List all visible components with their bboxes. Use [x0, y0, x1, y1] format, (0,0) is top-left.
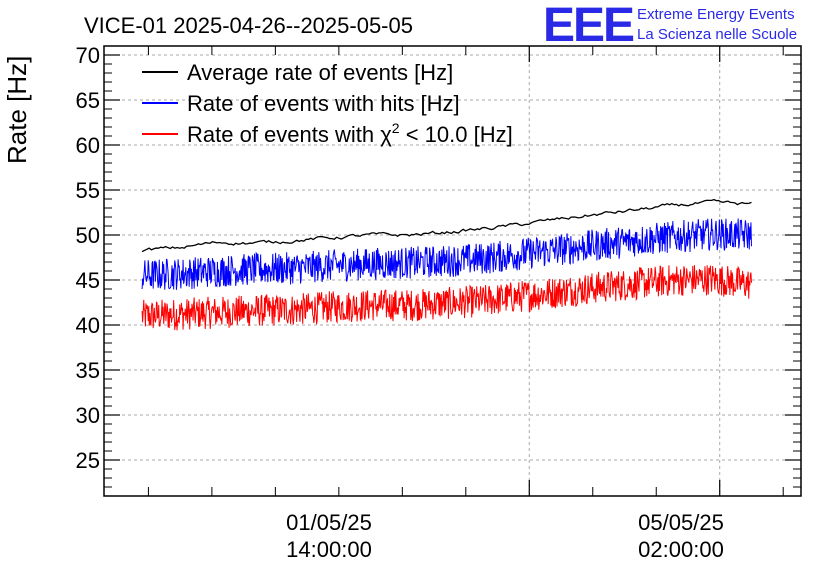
- x-tick-label-0-date: 01/05/25: [286, 510, 372, 535]
- legend-label-chi2-post: < 10.0 [Hz]: [400, 122, 513, 147]
- series-line-0: [141, 198, 752, 253]
- legend-label-chi2-sup: 2: [392, 120, 400, 136]
- grid: [104, 46, 801, 496]
- y-tick-label: 60: [76, 133, 100, 158]
- legend-label-chi2-pre: Rate of events with: [187, 122, 380, 147]
- x-tick-label-0-time: 14:00:00: [286, 537, 372, 562]
- series-line-1: [141, 218, 752, 290]
- legend-label-chi2: Rate of events with χ2 < 10.0 [Hz]: [187, 120, 513, 147]
- y-tick-label: 30: [76, 403, 100, 428]
- y-tick-label: 50: [76, 223, 100, 248]
- chart-title: VICE-01 2025-04-26--2025-05-05: [84, 13, 413, 38]
- y-axis: 25 30 35 40 45 50 55 60 65 70: [76, 43, 801, 497]
- legend-label-chi2-symbol: χ: [380, 122, 392, 147]
- legend: Average rate of events [Hz] Rate of even…: [142, 60, 513, 147]
- y-tick-label: 55: [76, 178, 100, 203]
- y-tick-label: 45: [76, 268, 100, 293]
- y-tick-label: 40: [76, 313, 100, 338]
- y-tick-label: 70: [76, 43, 100, 68]
- series-line-2: [141, 265, 752, 331]
- x-axis: [147, 46, 784, 496]
- eee-logo: EEE Extreme Energy Events La Scienza nel…: [543, 0, 797, 52]
- x-tick-label-1-date: 05/05/25: [638, 510, 724, 535]
- y-tick-label: 35: [76, 358, 100, 383]
- legend-label-hits: Rate of events with hits [Hz]: [187, 91, 460, 116]
- series-layer: [141, 198, 752, 331]
- y-tick-label: 65: [76, 88, 100, 113]
- y-tick-label: 25: [76, 448, 100, 473]
- y-axis-label: Rate [Hz]: [2, 56, 32, 164]
- eee-logo-line2: La Scienza nelle Scuole: [637, 26, 797, 43]
- eee-logo-line1: Extreme Energy Events: [637, 6, 795, 23]
- eee-logo-mark: EEE: [543, 0, 634, 52]
- x-tick-label-1-time: 02:00:00: [638, 537, 724, 562]
- legend-label-average: Average rate of events [Hz]: [187, 60, 453, 85]
